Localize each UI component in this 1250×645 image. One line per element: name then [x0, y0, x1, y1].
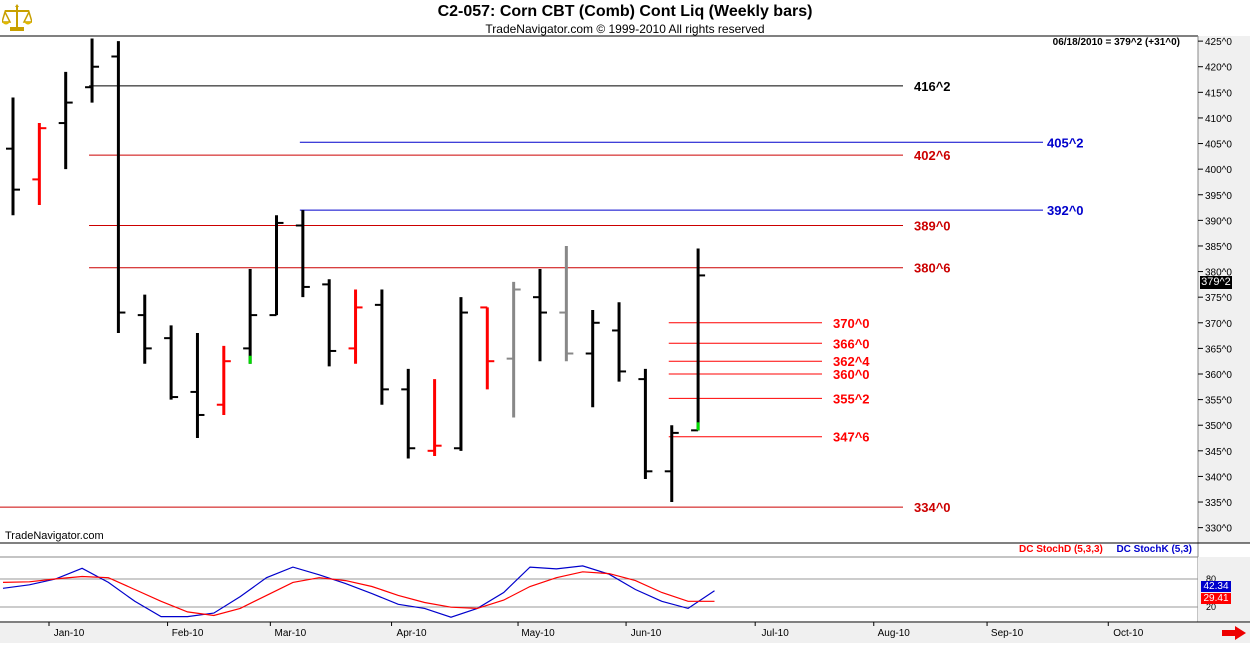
price-tick-label: 405^0 — [1205, 140, 1232, 151]
ohlc-bar — [32, 123, 47, 205]
time-tick-label: Jun-10 — [631, 628, 662, 639]
ohlc-bar — [216, 345, 231, 415]
price-axis: 330^0 335^0 340^0 345^0 350^0 355^0 360^0 365^0… — [1198, 37, 1232, 535]
chart-subtitle: TradeNavigator.com © 1999-2010 All right… — [485, 22, 765, 36]
ohlc-bar — [559, 245, 574, 362]
watermark: TradeNavigator.com — [5, 530, 104, 542]
ohlc-bar — [691, 248, 706, 432]
stoch-legend: DC StochD (5,3,3) DC StochK (5,3) — [1019, 544, 1192, 555]
time-tick-label: Jul-10 — [762, 628, 790, 639]
scroll-right-button[interactable] — [1222, 626, 1246, 640]
oscillator-tick-label: 80 — [1206, 574, 1216, 584]
time-tick-label: Feb-10 — [172, 628, 204, 639]
ohlc-bar — [506, 281, 521, 418]
ohlc-bar — [243, 269, 258, 364]
stochastic-panel — [2, 565, 715, 618]
level-label: 366^0 — [833, 336, 870, 351]
time-axis-panel — [0, 623, 1250, 643]
price-tick-label: 335^0 — [1205, 498, 1232, 509]
ohlc-bar — [348, 289, 363, 364]
time-tick-label: Jan-10 — [54, 628, 85, 639]
time-tick-label: Sep-10 — [991, 628, 1024, 639]
ohlc-bar — [85, 38, 100, 103]
price-tick-label: 350^0 — [1205, 421, 1232, 432]
price-tick-label: 400^0 — [1205, 165, 1232, 176]
app-logo[interactable] — [0, 2, 34, 34]
price-tick-label: 380^0 — [1205, 268, 1232, 279]
time-tick-label: Apr-10 — [397, 628, 427, 639]
price-tick-label: 360^0 — [1205, 370, 1232, 381]
time-tick-label: May-10 — [521, 628, 555, 639]
time-tick-label: Oct-10 — [1113, 628, 1143, 639]
ohlc-bar — [164, 325, 179, 400]
price-axis-panel — [1198, 36, 1250, 543]
stoch-line — [2, 571, 715, 617]
last-price-badge: 379^2 — [1200, 276, 1232, 289]
ohlc-bar — [533, 269, 547, 362]
ohlc-bar — [427, 379, 442, 456]
level-label: 402^6 — [914, 148, 951, 163]
stoch-k-badge: 42.34 — [1201, 581, 1231, 592]
ohlc-bar — [6, 97, 20, 216]
ohlc-bar — [638, 368, 653, 479]
price-tick-label: 355^0 — [1205, 396, 1232, 407]
level-label: 392^0 — [1047, 203, 1084, 218]
ohlc-bar — [322, 279, 337, 367]
price-tick-label: 390^0 — [1205, 216, 1232, 227]
level-label: 334^0 — [914, 500, 951, 515]
oscillator-tick-label: 20 — [1206, 602, 1216, 612]
ohlc-bar — [401, 368, 416, 459]
scales-icon — [0, 4, 34, 31]
stoch-d-badge: 29.41 — [1201, 593, 1231, 604]
ohlc-bar — [585, 309, 600, 408]
ohlc-bar — [111, 41, 126, 334]
level-label: 360^0 — [833, 367, 870, 382]
ohlc-bar — [137, 294, 152, 364]
chart-frame — [0, 35, 1250, 643]
level-label: 362^4 — [833, 354, 870, 369]
price-tick-label: 425^0 — [1205, 37, 1232, 48]
chart-title: C2-057: Corn CBT (Comb) Cont Liq (Weekly… — [437, 3, 813, 20]
ohlc-bar — [190, 333, 205, 439]
ohlc-bar — [269, 215, 284, 317]
level-label: 347^6 — [833, 430, 870, 445]
level-label: 389^0 — [914, 218, 951, 233]
price-tick-label: 395^0 — [1205, 191, 1232, 202]
time-axis: Jan-10 Feb-10 Mar-10 Apr-10 May-10 Jun-10 Jul-… — [48, 622, 1144, 639]
price-tick-label: 330^0 — [1205, 524, 1232, 535]
price-tick-label: 340^0 — [1205, 472, 1232, 483]
level-label: 405^2 — [1047, 135, 1084, 150]
date-readout: 06/18/2010 = 379^2 (+31^0) — [1052, 37, 1180, 48]
ohlc-bar — [453, 297, 468, 451]
price-tick-label: 385^0 — [1205, 242, 1232, 253]
ohlc-bar — [480, 306, 495, 390]
price-tick-label: 370^0 — [1205, 319, 1232, 330]
time-tick-label: Aug-10 — [878, 628, 911, 639]
legend-stoch-d: DC StochD (5,3,3) — [1018, 544, 1103, 555]
price-tick-label: 410^0 — [1205, 114, 1232, 125]
level-label: 416^2 — [914, 79, 951, 94]
ohlc-bar — [374, 289, 389, 405]
legend-stoch-k: DC StochK (5,3) — [1116, 544, 1192, 555]
ohlc-bars — [6, 38, 706, 503]
price-tick-label: 415^0 — [1205, 88, 1232, 99]
price-levels: 416^2 405^2 402^6 392^0 389^0 380^6 370^0 366^0… — [0, 79, 1084, 515]
stoch-line — [2, 565, 715, 618]
price-tick-label: 345^0 — [1205, 447, 1232, 458]
level-label: 370^0 — [833, 316, 870, 331]
level-label: 355^2 — [833, 391, 870, 406]
price-tick-label: 375^0 — [1205, 293, 1232, 304]
level-label: 380^6 — [914, 261, 951, 276]
ohlc-bar — [612, 302, 627, 382]
right-arrow-icon — [1222, 626, 1246, 640]
ohlc-bar — [58, 71, 73, 170]
price-tick-label: 365^0 — [1205, 344, 1232, 355]
oscillator-axis: 80 20 — [1206, 574, 1216, 612]
time-tick-label: Mar-10 — [274, 628, 306, 639]
price-tick-label: 420^0 — [1205, 63, 1232, 74]
ohlc-bar — [295, 210, 310, 298]
ohlc-bar — [664, 425, 679, 503]
